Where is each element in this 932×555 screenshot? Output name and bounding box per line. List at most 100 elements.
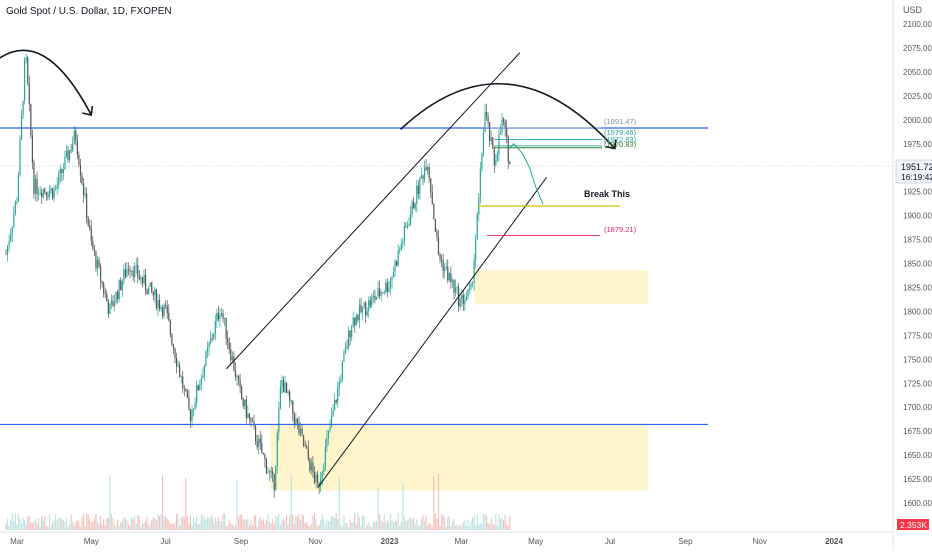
volume-bar [22, 517, 24, 530]
volume-bar [282, 518, 285, 530]
volume-bar [183, 516, 185, 530]
volume-bar [264, 523, 266, 530]
volume-bar [118, 525, 120, 530]
volume-bar [372, 521, 374, 530]
volume-bar [472, 517, 474, 530]
volume-bar [248, 525, 250, 530]
volume-bar [250, 520, 252, 530]
candle-body [408, 224, 410, 226]
volume-bar [38, 517, 40, 530]
candle-body [126, 269, 128, 277]
candle-body [504, 122, 506, 129]
volume-bar [303, 515, 305, 530]
volume-bar [69, 524, 71, 530]
volume-bar [453, 519, 455, 530]
volume-bar [206, 517, 209, 530]
price-axis[interactable]: 1600.00 1625.00 1650.00 1675.00 1700.00 1725.… [892, 0, 932, 550]
volume-bar [113, 524, 116, 530]
candle-body [179, 365, 181, 377]
volume-bar [276, 516, 278, 530]
volume-bar [458, 526, 460, 530]
candle-body [437, 237, 440, 255]
candle-body [112, 300, 114, 307]
candle-body [399, 249, 401, 251]
volume-bar [309, 526, 311, 530]
volume-bar [312, 515, 314, 530]
price-tick-label: 1975.00 [903, 140, 932, 149]
volume-bar [329, 520, 331, 530]
volume-bar [507, 526, 509, 530]
candle-body [495, 160, 497, 166]
volume-bar [396, 521, 398, 530]
volume-bar [59, 518, 61, 530]
volume-bar [417, 526, 419, 530]
candle-body [468, 287, 471, 290]
candle-body [498, 134, 500, 155]
volume-bar [42, 520, 44, 530]
volume-bar [495, 514, 497, 530]
candle-body [347, 330, 350, 348]
candle-body [313, 471, 316, 483]
volume-bar [79, 526, 81, 530]
candle-body [482, 132, 485, 154]
volume-bar [177, 514, 179, 530]
volume-bar [428, 522, 430, 530]
volume-bar [39, 526, 41, 530]
time-tick-label: Sep [234, 537, 249, 546]
volume-bar [41, 515, 43, 530]
time-tick-label: Jul [605, 537, 615, 546]
volume-bar [172, 524, 174, 530]
candle-body [459, 298, 461, 307]
time-tick-label: Sep [678, 537, 693, 546]
arc-arrowhead [605, 139, 617, 150]
candle-body [448, 273, 450, 281]
price-label-1991: (1991.47) [604, 117, 637, 126]
candle-body [137, 264, 139, 277]
volume-bar [171, 523, 173, 530]
candle-body [402, 241, 404, 244]
candle-body [259, 438, 261, 444]
volume-bar [138, 515, 140, 530]
candle-body [206, 347, 209, 352]
candle-body [456, 287, 458, 289]
candle-body [143, 274, 145, 284]
volume-bar [487, 522, 489, 530]
volume-bar [427, 524, 429, 530]
volume-bar [121, 520, 123, 530]
volume-bar [389, 513, 391, 530]
volume-bar [11, 513, 13, 530]
time-tick-label: Jul [160, 537, 170, 546]
volume-bar [341, 526, 343, 530]
volume-bar [112, 518, 114, 530]
volume-bar [306, 522, 308, 530]
volume-bar [484, 514, 486, 530]
volume-bar [326, 520, 328, 530]
volume-bar [107, 517, 109, 530]
candle-body [82, 183, 85, 196]
candle-body [465, 296, 467, 301]
volume-bar [185, 478, 187, 530]
volume-bar [44, 515, 46, 530]
candle-body [41, 192, 43, 197]
time-axis[interactable]: Mar May Jul Sep Nov 2023 Mar May Jul Sep Nov 2024 [0, 531, 893, 546]
candle-body [95, 251, 97, 269]
candle-body [307, 448, 309, 460]
volume-bar [307, 525, 309, 530]
candle-body [146, 289, 148, 295]
candle-body [386, 282, 388, 292]
volume-bar [109, 475, 111, 530]
volume-bar [17, 514, 19, 530]
candle-body [366, 311, 368, 316]
volume-bar [479, 523, 481, 530]
volume-bar [213, 522, 215, 530]
candle-body [98, 259, 100, 267]
candle-body [261, 443, 263, 454]
candle-body [130, 270, 133, 272]
candle-body [192, 409, 195, 411]
candle-body [268, 471, 271, 473]
candle-body [148, 286, 150, 295]
volume-bar [233, 526, 235, 530]
volume-bar [451, 521, 453, 530]
volume-bar [244, 519, 246, 530]
